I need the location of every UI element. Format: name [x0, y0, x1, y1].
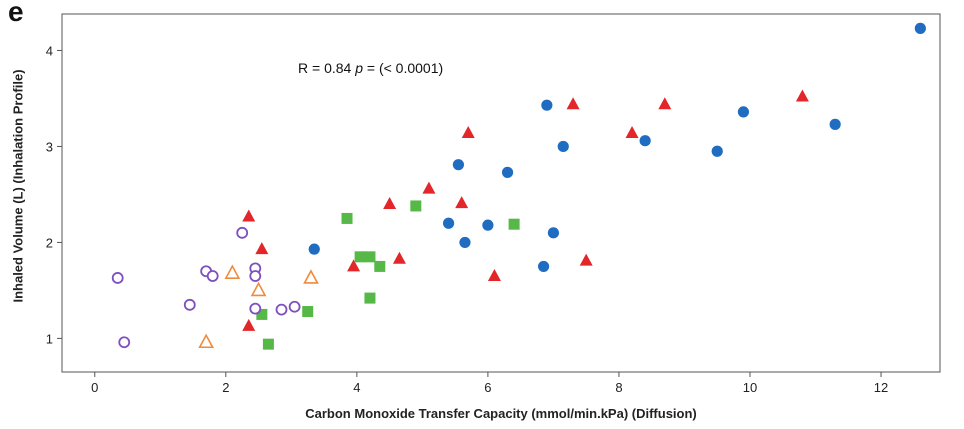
p-symbol: p	[355, 60, 363, 76]
data-point	[482, 219, 494, 231]
data-point	[829, 118, 841, 130]
data-point	[249, 302, 262, 315]
data-point	[455, 196, 469, 209]
data-point	[242, 209, 256, 222]
data-point	[242, 318, 256, 331]
data-point	[250, 281, 267, 297]
data-point	[224, 264, 241, 279]
data-point	[566, 97, 580, 110]
data-point	[354, 251, 366, 263]
panel-letter: e	[8, 0, 24, 27]
data-point	[459, 236, 471, 249]
data-point	[737, 106, 750, 118]
data-point	[236, 226, 249, 239]
x-tick-label: 4	[353, 380, 360, 395]
data-point	[537, 260, 550, 273]
y-tick-label: 3	[46, 139, 53, 154]
correlation-prefix: R = 0.84	[298, 60, 356, 76]
x-tick-label: 8	[615, 380, 622, 395]
data-point	[508, 218, 520, 230]
data-point	[625, 126, 639, 139]
correlation-annotation: R = 0.84 p = (< 0.0001)	[298, 60, 443, 76]
data-point	[374, 260, 386, 272]
data-point	[658, 97, 672, 110]
data-point	[111, 272, 124, 284]
data-point	[579, 253, 593, 266]
data-point	[118, 336, 131, 349]
data-point	[275, 303, 288, 316]
data-point	[183, 298, 196, 311]
data-point	[795, 89, 809, 102]
y-axis-label: Inhaled Volume (L) (Inhalation Profile)	[10, 69, 26, 303]
y-tick-label: 1	[46, 331, 53, 346]
data-point	[249, 270, 262, 282]
data-point	[452, 159, 465, 171]
data-point	[255, 242, 269, 255]
data-point	[198, 333, 214, 349]
data-point	[442, 217, 455, 229]
data-point	[557, 140, 569, 153]
data-point	[501, 166, 514, 178]
correlation-suffix: = (< 0.0001)	[363, 60, 444, 76]
x-tick-label: 6	[484, 380, 491, 395]
data-point	[914, 22, 926, 34]
x-tick-label: 2	[222, 380, 229, 395]
data-point	[422, 181, 436, 194]
data-point	[547, 227, 560, 239]
data-point	[392, 251, 406, 264]
data-point	[206, 270, 219, 282]
data-point	[487, 269, 501, 282]
data-point	[461, 126, 475, 139]
data-point	[262, 338, 274, 350]
data-point	[256, 308, 268, 320]
data-point	[364, 251, 376, 263]
data-point	[288, 300, 301, 313]
x-tick-label: 12	[874, 380, 888, 395]
data-point	[711, 145, 723, 157]
data-point	[639, 135, 651, 147]
x-axis-label: Carbon Monoxide Transfer Capacity (mmol/…	[305, 406, 697, 421]
x-tick-label: 10	[743, 380, 757, 395]
data-point	[383, 197, 397, 210]
data-point	[541, 99, 553, 111]
data-point	[364, 292, 376, 304]
data-point	[302, 306, 314, 318]
data-point	[341, 212, 353, 224]
data-point	[347, 259, 361, 272]
y-tick-label: 2	[46, 235, 53, 250]
y-tick-label: 4	[46, 43, 53, 58]
x-tick-label: 0	[91, 380, 98, 395]
plot-frame	[61, 13, 941, 373]
data-point	[303, 269, 319, 284]
data-point	[308, 243, 320, 255]
data-point	[410, 200, 422, 212]
